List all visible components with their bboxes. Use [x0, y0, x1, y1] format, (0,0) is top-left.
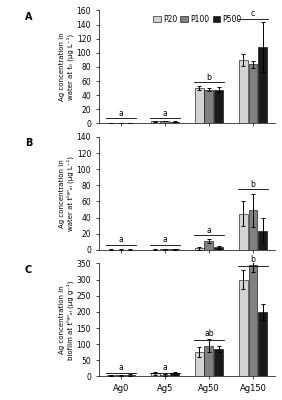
- Bar: [258, 230, 267, 250]
- Text: a: a: [162, 363, 167, 372]
- Bar: [248, 64, 257, 123]
- Text: a: a: [206, 226, 211, 234]
- Text: c: c: [251, 9, 255, 18]
- Bar: [204, 346, 213, 376]
- Bar: [258, 312, 267, 376]
- Bar: [214, 349, 223, 376]
- Bar: [170, 122, 179, 123]
- Text: B: B: [25, 138, 32, 148]
- Bar: [258, 47, 267, 123]
- Bar: [195, 88, 204, 123]
- Legend: P20, P100, P500: P20, P100, P500: [150, 12, 245, 27]
- Text: a: a: [162, 235, 167, 244]
- Bar: [239, 60, 248, 123]
- Bar: [214, 90, 223, 123]
- Bar: [248, 210, 257, 250]
- Text: b: b: [251, 255, 255, 264]
- Bar: [214, 248, 223, 250]
- Bar: [195, 352, 204, 376]
- Bar: [195, 248, 204, 250]
- Bar: [170, 373, 179, 376]
- Bar: [151, 373, 160, 376]
- Text: C: C: [25, 264, 32, 274]
- Text: ab: ab: [204, 329, 214, 338]
- Bar: [160, 121, 169, 123]
- Text: a: a: [118, 363, 123, 372]
- Text: a: a: [162, 109, 167, 118]
- Y-axis label: Ag concentration in
water at tᶠᶢⁿₐₗ (μg L⁻¹): Ag concentration in water at tᶠᶢⁿₐₗ (μg …: [59, 156, 74, 231]
- Bar: [151, 121, 160, 123]
- Text: a: a: [118, 109, 123, 118]
- Bar: [160, 375, 169, 376]
- Text: b: b: [206, 73, 212, 82]
- Text: a: a: [118, 235, 123, 244]
- Bar: [239, 280, 248, 376]
- Bar: [204, 90, 213, 123]
- Bar: [160, 249, 169, 250]
- Bar: [170, 249, 179, 250]
- Y-axis label: Ag concentration in
water at t₀ (μg L⁻¹): Ag concentration in water at t₀ (μg L⁻¹): [59, 32, 74, 101]
- Bar: [126, 375, 135, 376]
- Bar: [239, 214, 248, 250]
- Text: A: A: [25, 12, 32, 22]
- Y-axis label: Ag concentration in
biofilm at tᶠᶢⁿₐₗ (μg g⁻¹): Ag concentration in biofilm at tᶠᶢⁿₐₗ (μ…: [59, 280, 74, 360]
- Text: b: b: [251, 180, 255, 188]
- Bar: [204, 241, 213, 250]
- Bar: [248, 265, 257, 376]
